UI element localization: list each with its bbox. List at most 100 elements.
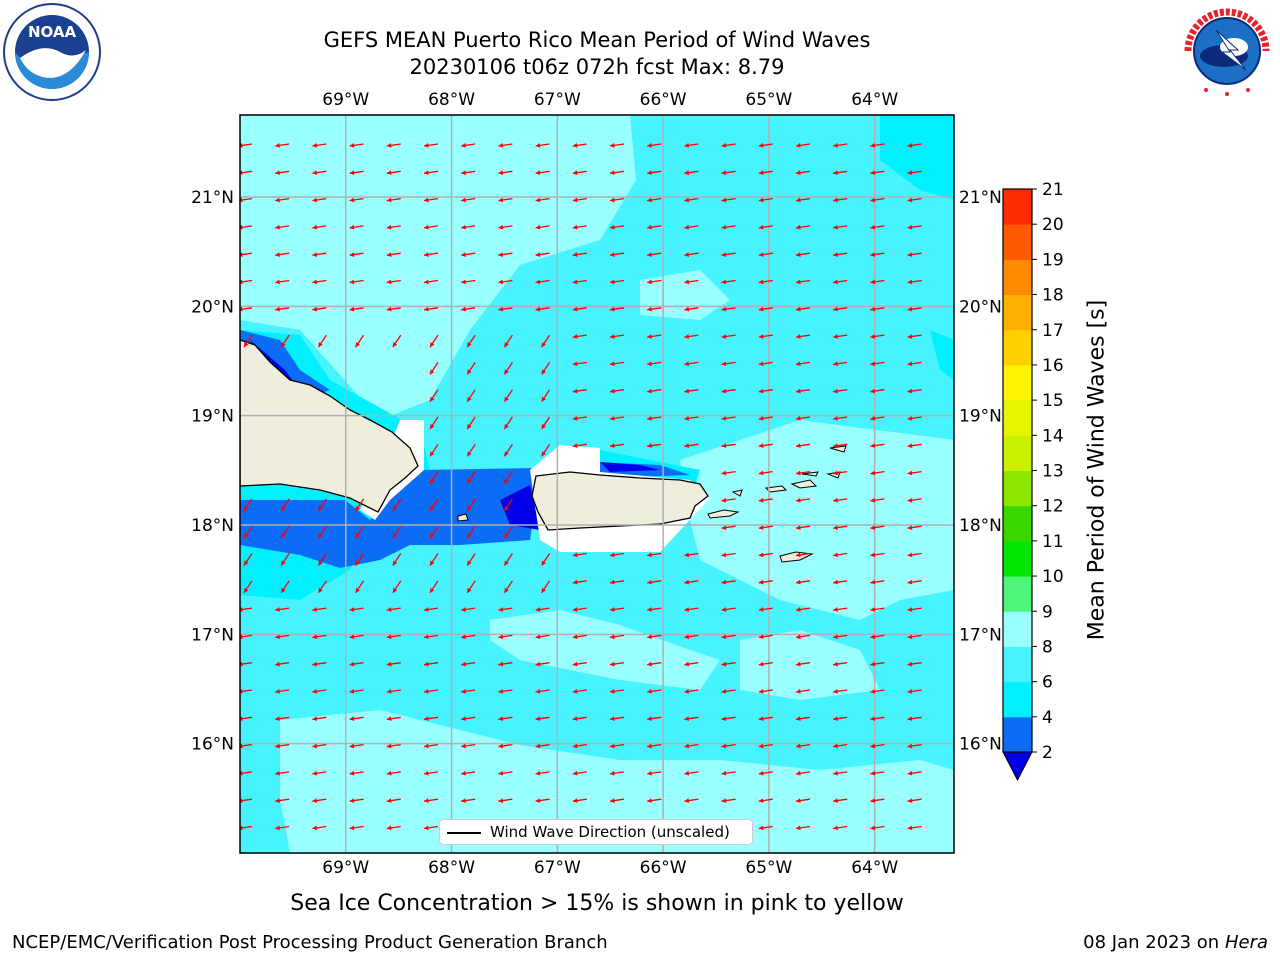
wind-wave-arrow — [429, 580, 439, 594]
wind-wave-arrow — [721, 306, 736, 312]
svg-text:NOAA: NOAA — [28, 23, 77, 41]
wind-wave-arrow — [758, 334, 773, 339]
wind-wave-arrow — [684, 334, 699, 339]
wind-wave-arrow — [609, 388, 625, 394]
wind-wave-arrow — [684, 361, 699, 367]
wind-wave-arrow — [684, 170, 699, 176]
wind-wave-arrow — [721, 388, 736, 394]
wind-wave-arrow — [466, 443, 476, 457]
wind-wave-arrow — [280, 498, 290, 512]
wind-wave-arrow — [466, 416, 476, 430]
wind-wave-arrow — [386, 825, 401, 831]
period-band-4-6 — [240, 468, 540, 568]
wind-wave-arrow — [795, 607, 811, 612]
wind-wave-arrow — [572, 334, 587, 339]
wind-wave-arrow — [429, 498, 439, 512]
wind-wave-arrow — [423, 607, 439, 612]
wind-wave-arrow — [317, 553, 327, 566]
wind-wave-arrow — [833, 279, 848, 285]
wind-wave-arrow — [721, 743, 736, 749]
wind-wave-arrow — [535, 743, 550, 749]
period-band-8-9 — [680, 420, 954, 620]
wind-wave-arrow — [243, 498, 253, 512]
wind-wave-arrow — [572, 607, 587, 612]
wind-wave-arrow — [535, 689, 550, 694]
wind-wave-arrow — [647, 798, 662, 803]
wind-wave-arrow — [647, 388, 662, 394]
wind-wave-arrow — [684, 579, 699, 585]
colorbar-tick-label: 2 — [1042, 743, 1053, 763]
wind-wave-arrow — [275, 306, 290, 312]
wind-wave-arrow — [758, 579, 773, 585]
wind-wave-arrow — [907, 279, 922, 285]
wind-wave-arrow — [870, 470, 885, 476]
wind-wave-arrow — [907, 798, 922, 803]
tortola-island — [790, 479, 818, 489]
wind-wave-arrow — [312, 197, 327, 203]
wind-wave-arrow — [907, 825, 922, 831]
wind-wave-arrow — [461, 661, 476, 667]
colorbar-segment — [1003, 505, 1032, 542]
wind-wave-arrow — [684, 716, 699, 722]
wind-wave-arrow — [572, 770, 587, 776]
wind-wave-arrow — [870, 743, 885, 749]
wind-wave-arrow — [572, 443, 587, 449]
period-band-4-6 — [240, 330, 330, 400]
wind-wave-arrow — [721, 279, 736, 285]
wind-wave-arrow — [355, 498, 365, 512]
wind-wave-arrow — [721, 661, 736, 667]
longitude-tick-label: 67°W — [534, 90, 581, 110]
wind-wave-arrow — [647, 361, 662, 367]
wind-wave-arrow — [795, 525, 811, 530]
latitude-tick-label: 16°N — [191, 735, 234, 755]
wind-wave-arrow — [461, 689, 476, 694]
wind-wave-arrow — [609, 170, 625, 176]
colorbar-segment — [1003, 470, 1032, 507]
wind-wave-arrow — [275, 825, 290, 831]
wind-wave-arrow — [503, 553, 513, 566]
colorbar-segment — [1003, 364, 1032, 401]
wind-wave-arrow — [795, 279, 811, 285]
wind-wave-arrow — [429, 334, 439, 348]
wind-wave-arrow — [907, 470, 922, 476]
wind-wave-arrow — [870, 143, 885, 148]
wind-wave-arrow — [423, 743, 439, 749]
colorbar-tick-label: 11 — [1042, 532, 1064, 552]
wind-wave-arrow — [503, 443, 513, 457]
culebra-island — [731, 489, 743, 497]
wind-wave-arrow — [721, 552, 736, 558]
wind-wave-arrow — [870, 361, 885, 367]
wind-wave-arrow — [647, 252, 662, 257]
wind-wave-arrow — [392, 498, 402, 512]
wind-wave-arrow — [503, 525, 513, 539]
wind-wave-arrow — [461, 770, 476, 776]
wind-wave-arrow — [572, 743, 587, 749]
wind-wave-arrow — [795, 252, 811, 257]
longitude-tick-label: 65°W — [745, 90, 792, 110]
wind-wave-arrow — [392, 334, 402, 348]
wind-wave-arrow — [609, 661, 625, 667]
wind-wave-arrow — [386, 716, 401, 722]
wind-wave-arrow — [907, 224, 922, 230]
wind-wave-arrow — [721, 470, 736, 476]
wind-wave-arrow — [721, 634, 736, 640]
wind-wave-arrow — [870, 798, 885, 803]
wind-wave-arrow — [758, 416, 773, 421]
arrow-legend: Wind Wave Direction (unscaled) — [439, 819, 753, 845]
wind-wave-arrow — [461, 197, 476, 203]
sea-ice-caption: Sea Ice Concentration > 15% is shown in … — [290, 891, 904, 916]
wind-wave-arrow — [609, 743, 625, 749]
wind-wave-arrow — [721, 170, 736, 176]
wind-wave-arrow — [349, 224, 364, 230]
wind-wave-arrow — [684, 770, 699, 776]
wind-wave-arrow — [870, 825, 885, 831]
colorbar-segment — [1003, 189, 1032, 225]
wind-wave-arrow — [275, 634, 290, 640]
wind-wave-arrow — [833, 552, 848, 558]
wind-wave-arrow — [312, 224, 327, 230]
wind-wave-arrow — [907, 170, 922, 176]
wind-wave-arrow — [795, 416, 811, 421]
wind-wave-arrow — [833, 443, 848, 449]
wind-wave-arrow — [572, 388, 587, 394]
